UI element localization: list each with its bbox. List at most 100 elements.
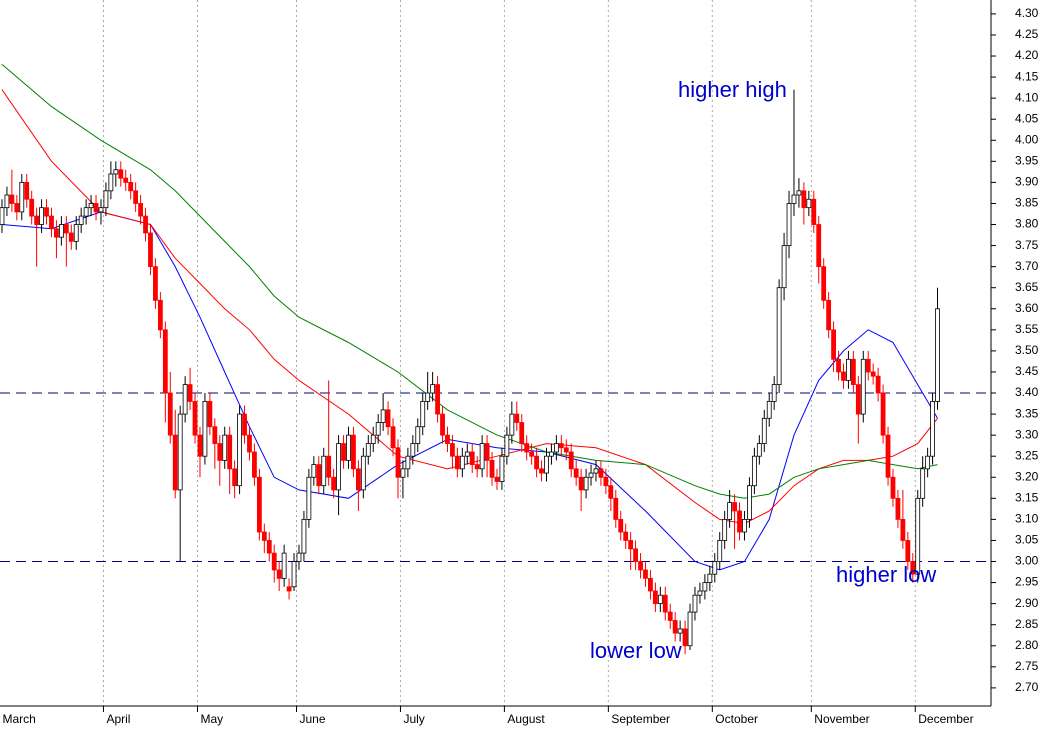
candle-body: [182, 384, 188, 415]
y-tick-label: 3.65: [1015, 280, 1039, 294]
candle-body: [390, 426, 396, 449]
candle-body: [49, 215, 54, 230]
candle-body: [534, 455, 539, 470]
candle-body: [836, 358, 841, 373]
candle-body: [405, 455, 411, 470]
candle-body: [648, 577, 653, 592]
y-tick-label: 3.90: [1015, 175, 1039, 189]
candle-body: [311, 464, 317, 478]
candle-body: [747, 485, 752, 520]
candle-body: [355, 468, 361, 491]
candle-body: [499, 455, 505, 482]
candle-body: [4, 194, 10, 209]
candle-body: [841, 371, 846, 381]
candle-body: [162, 329, 168, 394]
candle-body: [514, 413, 520, 423]
candle-body: [63, 224, 69, 234]
candle-body: [900, 518, 906, 541]
candle-body: [682, 628, 688, 647]
candle-body: [677, 628, 683, 634]
candle-body: [850, 358, 856, 385]
y-tick-label: 4.20: [1015, 48, 1039, 62]
candle-body: [202, 401, 208, 457]
candle-body: [652, 590, 658, 605]
candle-body: [44, 207, 49, 217]
candle-body: [445, 434, 450, 444]
candle-body: [524, 443, 530, 453]
x-tick-label: November: [814, 712, 869, 726]
candle-body: [692, 594, 698, 613]
candle-body: [603, 476, 609, 487]
candle-body: [558, 443, 564, 449]
candle-body: [831, 329, 836, 360]
candle-body: [172, 434, 178, 491]
candle-body: [890, 476, 896, 499]
candle-body: [737, 510, 742, 533]
y-tick-label: 3.40: [1015, 385, 1039, 399]
y-tick-label: 2.70: [1015, 680, 1039, 694]
y-tick-label: 3.75: [1015, 238, 1039, 252]
candle-body: [553, 443, 559, 453]
candle-body: [544, 455, 549, 474]
candle-body: [573, 468, 579, 478]
candle-body: [707, 573, 713, 583]
candle-body: [192, 401, 198, 436]
candle-body: [29, 198, 35, 217]
y-tick-label: 3.80: [1015, 217, 1039, 231]
candle-body: [247, 434, 252, 453]
candle-body: [459, 455, 465, 470]
y-tick-label: 3.60: [1015, 301, 1039, 315]
candle-body: [326, 455, 332, 478]
candle-body: [331, 476, 337, 491]
candle-body: [237, 413, 242, 487]
candle-body: [816, 224, 822, 268]
candle-body: [227, 434, 233, 470]
y-tick-label: 4.25: [1015, 27, 1039, 41]
x-tick-label: October: [715, 712, 758, 726]
candle-body: [593, 468, 599, 474]
candle-body: [351, 434, 356, 470]
y-tick-label: 3.85: [1015, 196, 1039, 210]
y-tick-label: 4.10: [1015, 90, 1039, 104]
candle-body: [58, 224, 64, 238]
candle-body: [920, 468, 926, 499]
y-tick-label: 4.15: [1015, 69, 1039, 83]
plot-area: [0, 0, 996, 712]
candle-body: [118, 169, 124, 179]
candle-body: [375, 422, 381, 436]
candle-body: [722, 518, 728, 541]
candle-body: [494, 476, 500, 482]
candle-body: [415, 426, 421, 444]
candle-body: [380, 409, 386, 423]
candle-body: [519, 422, 525, 444]
x-tick-label: May: [201, 712, 224, 726]
candle-body: [207, 401, 213, 428]
candle-body: [83, 207, 89, 217]
candle-body: [395, 447, 401, 478]
y-tick-label: 3.20: [1015, 469, 1039, 483]
candle-body: [905, 540, 911, 562]
y-tick-label: 4.30: [1015, 6, 1039, 20]
candle-body: [410, 443, 416, 457]
candle-body: [321, 455, 327, 487]
candle-body: [489, 460, 495, 478]
candle-body: [266, 540, 272, 554]
candle-body: [420, 401, 426, 428]
candle-body: [657, 594, 663, 605]
candle-body: [801, 190, 807, 209]
candle-body: [157, 299, 163, 331]
y-tick-label: 3.55: [1015, 322, 1039, 336]
candle-body: [855, 384, 861, 415]
candle-body: [68, 232, 74, 242]
candle-body: [286, 586, 292, 592]
candle-body: [786, 203, 792, 246]
candle-body: [846, 358, 851, 381]
candle-body: [925, 455, 931, 470]
candle-body: [910, 561, 916, 575]
candle-body: [222, 434, 228, 461]
candle-body: [261, 531, 267, 541]
x-tick-label: September: [611, 712, 670, 726]
candle-body: [613, 497, 619, 520]
annotation: lower low: [590, 638, 682, 663]
